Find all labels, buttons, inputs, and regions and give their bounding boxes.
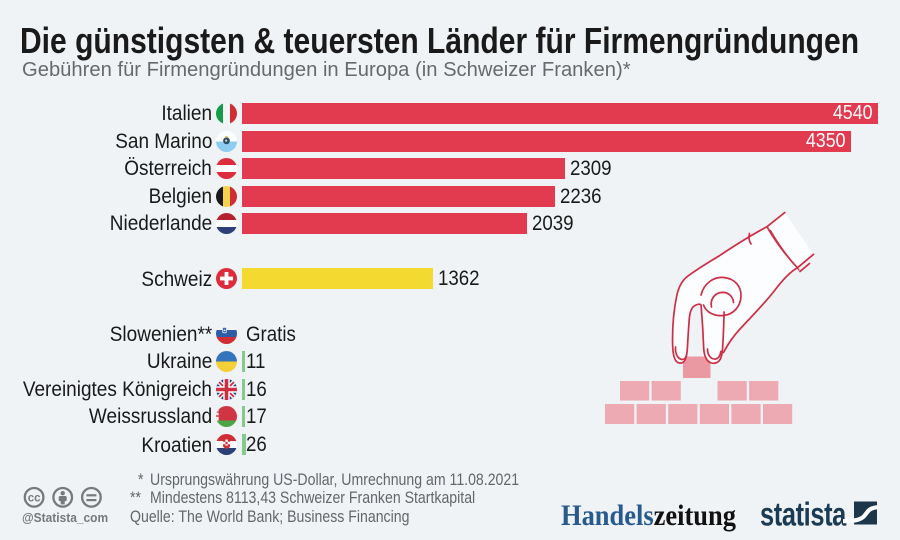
svg-text:cc: cc: [28, 492, 41, 504]
